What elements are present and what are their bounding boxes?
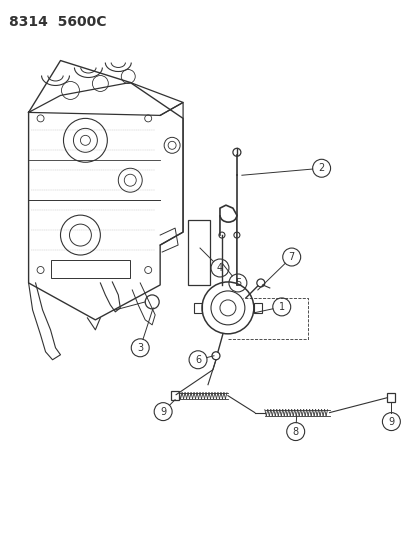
Text: 9: 9 xyxy=(387,417,394,426)
Bar xyxy=(253,303,261,313)
Text: 9: 9 xyxy=(160,407,166,417)
Text: 7: 7 xyxy=(288,252,294,262)
Text: 2: 2 xyxy=(318,163,324,173)
Text: 5: 5 xyxy=(234,278,240,288)
Text: 1: 1 xyxy=(278,302,284,312)
Text: 8314  5600C: 8314 5600C xyxy=(9,15,106,29)
Text: 4: 4 xyxy=(216,263,223,273)
Text: 8: 8 xyxy=(292,426,298,437)
Bar xyxy=(188,220,209,285)
Bar xyxy=(50,260,130,278)
Text: 3: 3 xyxy=(137,343,143,353)
Bar xyxy=(194,303,202,313)
Text: 6: 6 xyxy=(195,355,201,365)
